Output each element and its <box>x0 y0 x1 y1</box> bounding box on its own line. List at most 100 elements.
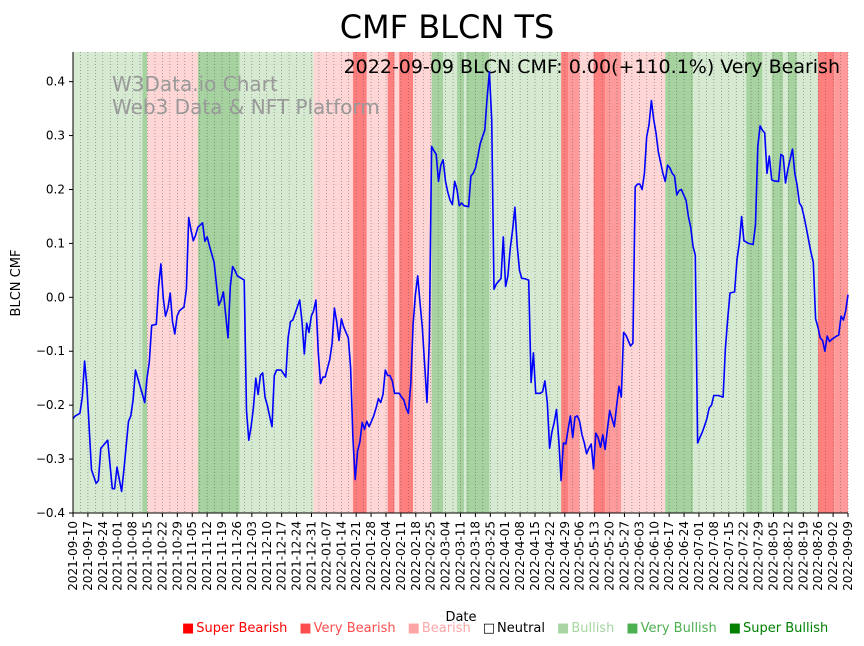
x-tick-label: 2022-08-05 <box>766 521 780 591</box>
x-tick-label: 2022-01-14 <box>334 521 348 591</box>
region-super-bearish <box>387 52 395 513</box>
signal-legend: ■ Super Bearish ■ Very Bearish ■ Bearish □ Neut… <box>182 621 828 636</box>
legend-swatch: ■ <box>299 621 312 636</box>
region-bullish <box>463 52 467 513</box>
x-tick-label: 2022-06-17 <box>662 521 676 591</box>
legend-label: Bearish <box>421 621 471 636</box>
x-tick-label: 2021-10-15 <box>141 521 155 591</box>
legend-item-very-bullish: ■ Very Bullish <box>626 621 716 636</box>
x-tick-label: 2022-07-01 <box>692 521 706 591</box>
legend-swatch: ■ <box>182 621 195 636</box>
x-tick-label: 2021-11-19 <box>215 521 229 591</box>
latest-value-annotation: 2022-09-09 BLCN CMF: 0.00(+110.1%) Very … <box>344 56 840 78</box>
x-tick-label: 2021-12-17 <box>275 521 289 591</box>
region-very-bullish <box>457 52 464 513</box>
region-very-bearish <box>568 52 580 513</box>
region-very-bullish <box>787 52 798 513</box>
x-tick-label: 2022-04-29 <box>558 521 572 591</box>
legend-item-neutral: □ Neutral <box>483 621 545 636</box>
x-tick-label: 2021-10-01 <box>111 521 125 591</box>
region-very-bullish <box>746 52 763 513</box>
x-tick-label: 2021-12-10 <box>260 521 274 591</box>
legend-label: Very Bullish <box>640 621 717 636</box>
region-very-bullish <box>466 52 490 513</box>
y-tick-label: 0.3 <box>46 129 65 143</box>
series-line <box>72 71 849 493</box>
y-axis-label: BLCN CMF <box>9 250 24 317</box>
x-tick-label: 2022-02-25 <box>424 521 438 591</box>
region-very-bearish <box>605 52 622 513</box>
x-tick-label: 2022-05-27 <box>617 521 631 591</box>
x-tick-label: 2022-05-06 <box>573 521 587 591</box>
y-axis-ticks: −0.4 −0.3 −0.2 −0.1 0.0 0.1 0.2 0.3 0.4 <box>36 75 73 520</box>
x-tick-label: 2021-09-17 <box>81 521 95 591</box>
x-tick-label: 2022-02-11 <box>394 521 408 591</box>
region-very-bullish <box>142 52 148 513</box>
x-tick-label: 2022-03-11 <box>454 521 468 591</box>
x-tick-label: 2021-10-22 <box>155 521 169 591</box>
y-tick-label: 0.1 <box>46 236 65 250</box>
x-tick-label: 2022-06-03 <box>632 521 646 591</box>
legend-swatch: ■ <box>407 621 420 636</box>
region-super-bearish <box>817 52 835 513</box>
region-bearish <box>621 52 666 513</box>
region-bearish <box>147 52 198 513</box>
region-bearish <box>366 52 388 513</box>
x-tick-label: 2022-07-08 <box>707 521 721 591</box>
region-bullish <box>73 52 143 513</box>
region-very-bullish <box>431 52 444 513</box>
x-tick-label: 2022-05-13 <box>588 521 602 591</box>
x-tick-label: 2022-01-28 <box>364 521 378 591</box>
x-tick-label: 2022-04-08 <box>513 521 527 591</box>
region-bullish <box>797 52 818 513</box>
region-bullish <box>443 52 458 513</box>
x-tick-label: 2022-07-22 <box>737 521 751 591</box>
y-tick-label: −0.4 <box>36 506 65 520</box>
legend-swatch: ■ <box>557 621 570 636</box>
legend-label: Very Bearish <box>313 621 396 636</box>
chart-title: CMF BLCN TS <box>340 8 555 46</box>
y-tick-label: −0.1 <box>36 344 65 358</box>
x-tick-label: 2021-09-10 <box>66 521 80 591</box>
x-tick-label: 2022-01-07 <box>319 521 333 591</box>
x-tick-label: 2022-08-26 <box>811 521 825 591</box>
region-very-bullish <box>771 52 784 513</box>
region-bullish <box>239 52 314 513</box>
region-bullish <box>693 52 747 513</box>
legend-label: Super Bullish <box>742 621 829 636</box>
x-tick-label: 2022-07-29 <box>752 521 766 591</box>
region-bullish <box>762 52 772 513</box>
x-tick-label: 2021-09-24 <box>96 521 110 591</box>
x-tick-label: 2022-09-02 <box>826 521 840 591</box>
x-tick-label: 2022-03-18 <box>468 521 482 591</box>
x-tick-label: 2022-09-09 <box>841 521 855 591</box>
legend-item-bearish: ■ Bearish <box>408 621 471 636</box>
watermark-line-2: Web3 Data & NFT Platform <box>112 95 380 119</box>
region-bearish <box>394 52 400 513</box>
x-tick-label: 2021-12-03 <box>245 521 259 591</box>
x-tick-label: 2021-12-24 <box>290 521 304 591</box>
legend-label: Super Bearish <box>196 621 288 636</box>
x-tick-label: 2022-03-25 <box>483 521 497 591</box>
legend-item-bullish: ■ Bullish <box>557 621 614 636</box>
y-tick-label: 0.0 <box>46 290 65 304</box>
x-tick-label: 2022-03-04 <box>439 521 453 591</box>
cmf-series <box>72 71 849 493</box>
x-tick-label: 2021-12-31 <box>304 521 318 591</box>
x-tick-label: 2021-11-26 <box>230 521 244 591</box>
legend-label: Bullish <box>571 621 615 636</box>
y-tick-label: −0.3 <box>36 452 65 466</box>
region-very-bullish <box>202 52 240 513</box>
legend-item-super-bullish: ■ Super Bullish <box>729 621 829 636</box>
x-tick-label: 2022-06-24 <box>677 521 691 591</box>
y-tick-label: 0.4 <box>46 75 65 89</box>
x-tick-label: 2021-10-08 <box>126 521 140 591</box>
x-tick-label: 2022-07-15 <box>722 521 736 591</box>
x-tick-label: 2022-08-19 <box>796 521 810 591</box>
x-tick-label: 2022-08-12 <box>781 521 795 591</box>
region-very-bearish <box>834 52 848 513</box>
x-tick-label: 2022-04-22 <box>543 521 557 591</box>
x-tick-label: 2022-02-04 <box>379 521 393 591</box>
region-bearish <box>313 52 353 513</box>
